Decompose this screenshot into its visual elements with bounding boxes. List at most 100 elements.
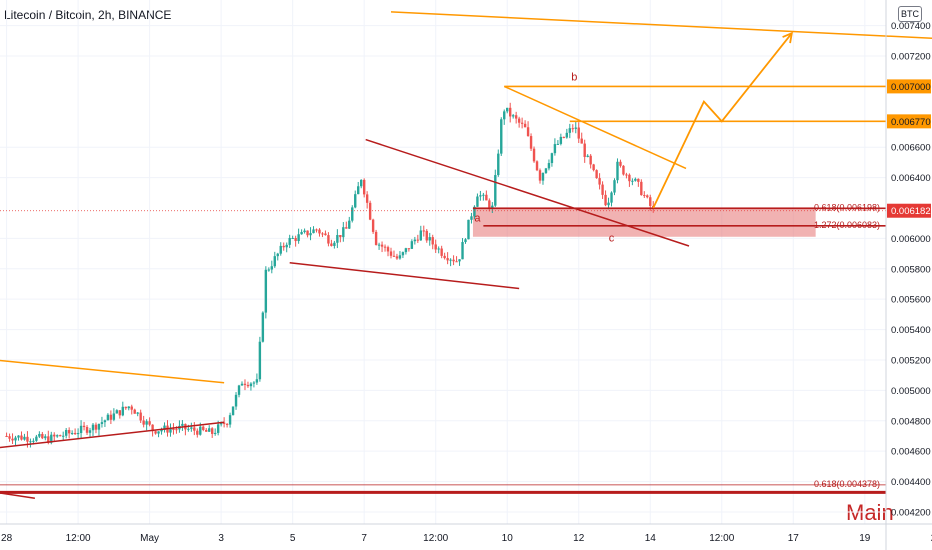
- candle-body: [571, 128, 574, 130]
- candle-body: [595, 170, 598, 179]
- candle-body: [234, 394, 238, 407]
- candle-body: [82, 425, 86, 428]
- candle-body: [38, 433, 41, 437]
- candle-body: [509, 107, 512, 117]
- projection-arrowhead: [782, 31, 793, 44]
- candle-body: [532, 148, 536, 162]
- candle-body: [148, 421, 151, 425]
- candle-body: [14, 437, 17, 441]
- candle-body: [23, 436, 26, 440]
- candle-body: [73, 432, 77, 435]
- candle-body: [44, 436, 47, 439]
- candle-body: [94, 424, 98, 430]
- candle-body: [365, 194, 369, 203]
- wave-label: b: [571, 71, 577, 83]
- candle-body: [413, 239, 417, 242]
- candle-body: [607, 202, 610, 206]
- candle-body: [479, 195, 482, 197]
- candle-body: [362, 179, 366, 195]
- candle-body: [53, 434, 56, 437]
- candle-body: [127, 406, 130, 409]
- candle-body: [333, 242, 336, 246]
- time-tick-label: 5: [290, 533, 296, 544]
- currency-badge[interactable]: BTC: [898, 6, 922, 22]
- candle-body: [392, 255, 396, 257]
- candle-body: [196, 430, 199, 435]
- price-badge-label: 0.006182: [891, 206, 931, 217]
- candle-body: [261, 312, 265, 342]
- candle-body: [32, 440, 35, 442]
- candle-body: [79, 425, 83, 433]
- candle-body: [443, 255, 446, 259]
- candle-body: [559, 136, 563, 144]
- price-tick-label: 0.006600: [891, 143, 931, 154]
- candle-body: [497, 153, 500, 176]
- candle-body: [467, 219, 470, 240]
- candle-body: [199, 426, 202, 435]
- candle-body: [29, 441, 32, 443]
- candle-body: [240, 383, 244, 386]
- candle-body: [56, 435, 59, 437]
- fib-zone: [472, 207, 816, 237]
- candle-body: [103, 420, 107, 423]
- candle-body: [583, 143, 586, 157]
- trend-line: [503, 85, 687, 170]
- candle-body: [568, 128, 571, 133]
- candle-body: [464, 239, 467, 243]
- candle-body: [520, 122, 524, 124]
- candle-body: [193, 427, 196, 431]
- candle-body: [541, 172, 545, 181]
- candle-body: [649, 197, 652, 206]
- candle-body: [258, 341, 262, 380]
- candle-body: [17, 435, 20, 438]
- candle-body: [556, 143, 560, 145]
- candle-body: [85, 427, 89, 433]
- candle-body: [360, 179, 363, 187]
- candle-body: [5, 435, 8, 437]
- time-tick-label: 19: [859, 533, 871, 544]
- candle-body: [455, 261, 458, 263]
- candle-body: [592, 164, 595, 171]
- candle-body: [145, 421, 148, 425]
- candle-body: [357, 186, 360, 195]
- grid-layer: [0, 0, 886, 524]
- candle-body: [535, 161, 539, 171]
- candle-body: [112, 413, 116, 420]
- candle-body: [640, 181, 643, 196]
- candle-body: [252, 382, 256, 384]
- candle-body: [20, 435, 23, 440]
- candle-body: [619, 161, 622, 166]
- candle-body: [175, 429, 178, 431]
- candle-body: [345, 227, 348, 229]
- candle-body: [121, 406, 124, 416]
- candle-body: [517, 118, 521, 123]
- candle-body: [205, 429, 208, 432]
- candle-body: [109, 414, 113, 420]
- wave-label: a: [474, 213, 481, 225]
- candle-body: [270, 266, 273, 270]
- candle-body: [368, 202, 372, 220]
- time-tick-label: 7: [361, 533, 367, 544]
- candle-body: [604, 194, 607, 206]
- price-tick-label: 0.005000: [891, 386, 931, 397]
- candle-body: [485, 194, 488, 201]
- candle-body: [354, 194, 357, 208]
- candle-body: [327, 235, 330, 244]
- candle-body: [580, 138, 583, 144]
- time-tick-label: 12:00: [709, 533, 734, 544]
- candle-body: [419, 230, 422, 241]
- candle-body: [303, 230, 306, 233]
- candle-body: [631, 180, 634, 182]
- candle-body: [574, 127, 577, 129]
- candle-body: [374, 231, 378, 245]
- candle-body: [47, 436, 50, 443]
- candle-body: [213, 432, 217, 434]
- candle-body: [228, 415, 232, 425]
- candle-body: [243, 383, 247, 385]
- annotation-labels-layer: b a c 0.618(0.006198) 1.272(0.006083) 0.618(0…: [474, 71, 880, 489]
- candle-body: [526, 127, 530, 137]
- candle-body: [324, 233, 327, 236]
- candle-body: [190, 427, 193, 429]
